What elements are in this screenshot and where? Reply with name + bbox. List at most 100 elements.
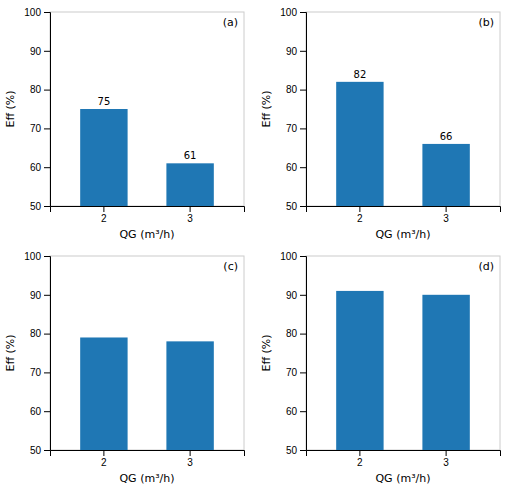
y-axis-label: Eff (%) (260, 90, 273, 127)
tick-mark (44, 450, 50, 451)
tick: 80 (286, 84, 306, 95)
axis-line (44, 257, 51, 451)
tick-label: 60 (30, 162, 42, 173)
tick-mark (190, 450, 191, 456)
plot-frame (306, 12, 500, 206)
tick: 2 (357, 450, 363, 468)
tick-label: 70 (286, 367, 298, 378)
tick: 2 (101, 206, 107, 224)
tick-mark (44, 90, 50, 91)
tick: 50 (30, 201, 50, 212)
tick-label: 2 (101, 213, 107, 224)
tick: 50 (286, 445, 306, 456)
tick-mark (190, 206, 191, 212)
bar (80, 109, 127, 206)
tick: 70 (286, 367, 306, 378)
tick-mark (300, 334, 306, 335)
tick: 3 (187, 450, 193, 468)
tick-mark (44, 295, 50, 296)
tick: 90 (30, 46, 50, 57)
tick: 70 (30, 367, 50, 378)
y-axis: 50 60 70 80 90 100 (24, 251, 50, 456)
tick-mark (300, 167, 306, 168)
plot-frame (50, 12, 244, 206)
tick-mark (300, 256, 306, 257)
subplot: 506070809010023QG (m³/h)Eff (%)(c) (4, 251, 245, 485)
tick-label: 60 (30, 406, 42, 417)
tick-label: 3 (187, 457, 193, 468)
tick: 80 (30, 328, 50, 339)
tick: 100 (280, 7, 306, 18)
tick-mark (44, 372, 50, 373)
tick-mark (300, 206, 306, 207)
x-axis-label: QG (m³/h) (375, 472, 430, 485)
x-axis: 23 (307, 450, 501, 468)
tick-label: 80 (30, 84, 42, 95)
y-axis-label: Eff (%) (260, 334, 273, 371)
tick-label: 50 (286, 445, 298, 456)
bars (336, 291, 470, 450)
subplot-title: (c) (223, 260, 238, 273)
tick-label: 50 (286, 201, 298, 212)
tick: 60 (286, 406, 306, 417)
tick-label: 100 (280, 251, 297, 262)
tick: 3 (443, 450, 449, 468)
tick: 100 (24, 251, 50, 262)
tick-label: 2 (101, 457, 107, 468)
tick: 70 (286, 123, 306, 134)
tick-label: 70 (30, 367, 42, 378)
tick-mark (359, 206, 360, 212)
plot-frame (50, 256, 244, 450)
tick: 70 (30, 123, 50, 134)
tick: 90 (30, 290, 50, 301)
tick: 50 (286, 201, 306, 212)
tick-label: 90 (30, 290, 42, 301)
tick-label: 3 (443, 213, 449, 224)
tick-label: 2 (357, 213, 363, 224)
tick-label: 60 (286, 162, 298, 173)
tick-mark (103, 450, 104, 456)
tick-label: 90 (286, 290, 298, 301)
tick: 50 (30, 445, 50, 456)
tick-label: 50 (30, 201, 42, 212)
tick-mark (300, 372, 306, 373)
tick-label: 70 (286, 123, 298, 134)
tick-mark (300, 450, 306, 451)
tick-label: 3 (443, 457, 449, 468)
subplot: 506070809010023QG (m³/h)Eff (%)(d) (260, 251, 501, 485)
tick-mark (300, 51, 306, 52)
y-axis: 50 60 70 80 90 100 (24, 7, 50, 212)
y-axis-label: Eff (%) (4, 90, 17, 127)
tick-mark (44, 128, 50, 129)
tick-label: 2 (357, 457, 363, 468)
bar (336, 291, 383, 450)
tick-mark (300, 90, 306, 91)
tick-mark (44, 334, 50, 335)
tick-mark (103, 206, 104, 212)
data-label: 75 (98, 96, 111, 107)
x-axis: 23 (51, 450, 245, 468)
bar (422, 144, 469, 206)
subplot-title: (a) (223, 16, 238, 29)
tick-label: 100 (280, 7, 297, 18)
tick-label: 100 (24, 251, 41, 262)
tick-label: 60 (286, 406, 298, 417)
data-label: 61 (184, 150, 197, 161)
tick: 2 (101, 450, 107, 468)
axis-line (51, 207, 245, 213)
tick: 2 (357, 206, 363, 224)
tick-label: 80 (30, 328, 42, 339)
tick-label: 100 (24, 7, 41, 18)
bar (336, 82, 383, 206)
tick-mark (44, 256, 50, 257)
tick-mark (44, 12, 50, 13)
tick-mark (359, 450, 360, 456)
data-labels: 8266 (354, 69, 453, 142)
bar (422, 295, 469, 450)
tick: 3 (187, 206, 193, 224)
tick: 80 (30, 84, 50, 95)
tick-mark (44, 411, 50, 412)
bars (80, 109, 214, 206)
tick-label: 80 (286, 328, 298, 339)
tick-mark (44, 51, 50, 52)
